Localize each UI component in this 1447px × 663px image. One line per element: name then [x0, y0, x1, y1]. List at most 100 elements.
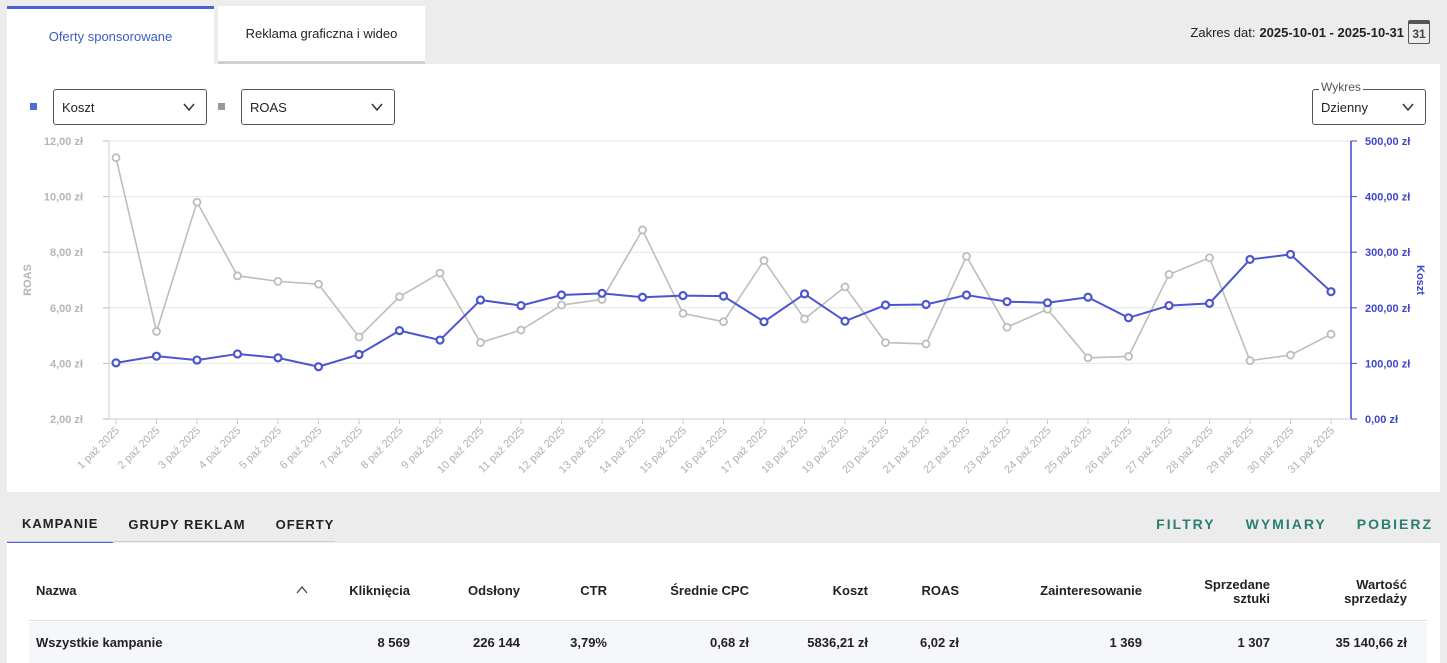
cell-ctr: 3,79%: [570, 635, 607, 650]
header-sales-value-line1: Wartość: [1356, 577, 1407, 592]
chevron-down-icon: [1402, 103, 1414, 112]
data-point-koszt: [759, 317, 769, 327]
data-point-koszt: [961, 290, 972, 300]
secondary-metric-select[interactable]: ROAS: [241, 89, 395, 125]
cell-clicks: 8 569: [377, 635, 410, 650]
data-point-roas: [1002, 322, 1012, 332]
left-axis-title: ROAS: [22, 264, 34, 296]
data-point-koszt: [111, 358, 121, 368]
data-point-koszt: [1123, 313, 1134, 323]
data-point-roas: [516, 325, 526, 335]
bottom-tabs: KAMPANIE GRUPY REKLAM OFERTY: [7, 505, 349, 543]
download-button[interactable]: POBIERZ: [1356, 516, 1433, 532]
header-views[interactable]: Odsłony: [467, 583, 520, 598]
data-point-koszt: [1245, 254, 1255, 265]
x-axis-tick-label: 7 paź 2025: [318, 425, 365, 472]
right-axis-tick-label: 500,00 zł: [1365, 136, 1410, 148]
data-point-koszt: [840, 316, 850, 326]
header-avg-cpc[interactable]: Średnie CPC: [670, 583, 749, 598]
data-point-koszt: [192, 355, 202, 365]
data-point-roas: [1083, 353, 1093, 363]
data-point-roas: [354, 332, 364, 342]
header-sales-value[interactable]: Wartość sprzedaży: [1344, 578, 1407, 606]
left-axis-tick-label: 10,00 zł: [44, 192, 83, 204]
header-sold-units-line2: sztuki: [1233, 591, 1270, 606]
cell-sales-value: 35 140,66 zł: [1335, 635, 1407, 650]
tab-campaigns[interactable]: KAMPANIE: [7, 505, 114, 543]
right-axis-title: Koszt: [1414, 265, 1426, 295]
filters-button[interactable]: FILTRY: [1156, 516, 1216, 532]
sort-asc-icon[interactable]: [296, 585, 308, 595]
data-point-koszt: [516, 300, 526, 311]
x-axis-tick-label: 6 paź 2025: [278, 425, 325, 472]
right-axis-tick-label: 400,00 zł: [1365, 192, 1410, 204]
calendar-icon[interactable]: 31: [1408, 20, 1430, 44]
left-axis-tick-label: 8,00 zł: [50, 247, 83, 259]
date-range-value: 2025-10-01 - 2025-10-31: [1259, 24, 1404, 40]
data-point-koszt: [799, 289, 810, 299]
tab-ad-groups[interactable]: GRUPY REKLAM: [128, 516, 246, 532]
data-point-roas: [314, 279, 323, 289]
header-cost[interactable]: Koszt: [832, 583, 868, 598]
tab-offers[interactable]: OFERTY: [275, 516, 335, 532]
header-roas[interactable]: ROAS: [921, 583, 959, 598]
x-axis-tick-label: 1 paź 2025: [75, 425, 122, 472]
header-sold-units-line1: Sprzedane: [1204, 577, 1270, 592]
left-axis-tick-label: 6,00 zł: [50, 303, 83, 315]
data-point-koszt: [313, 362, 324, 372]
chart-interval-select[interactable]: Wykres Dzienny: [1312, 80, 1426, 125]
primary-metric-select[interactable]: Koszt: [53, 89, 207, 125]
header-interest[interactable]: Zainteresowanie: [1040, 583, 1142, 598]
date-range-label: Zakres dat:: [1190, 24, 1256, 40]
series-line-koszt: [115, 253, 1332, 368]
data-point-koszt: [1285, 249, 1296, 260]
right-axis-tick-label: 300,00 zł: [1365, 247, 1410, 259]
right-axis-tick-label: 0,00 zł: [1365, 414, 1398, 426]
roas-legend-marker: [218, 103, 225, 110]
data-point-roas: [1124, 352, 1133, 361]
left-axis-tick-label: 4,00 zł: [50, 358, 83, 370]
data-point-roas: [759, 256, 769, 265]
left-axis-tick-label: 12,00 zł: [44, 136, 83, 148]
data-point-koszt: [556, 290, 567, 300]
data-point-koszt: [232, 349, 243, 359]
data-point-roas: [840, 282, 850, 292]
dimensions-button[interactable]: WYMIARY: [1245, 516, 1327, 532]
x-axis-tick-label: 8 paź 2025: [359, 425, 406, 472]
header-ctr[interactable]: CTR: [580, 583, 607, 598]
chart-interval-label: Wykres: [1319, 80, 1363, 94]
data-point-roas: [476, 338, 485, 347]
data-point-roas: [233, 271, 242, 281]
data-point-koszt: [273, 353, 283, 363]
line-chart: 12,00 zł 10,00 zł 8,00 zł 6,00 zł 4,00 zł 2,0…: [22, 136, 1426, 476]
left-axis-tick-label: 2,00 zł: [50, 414, 83, 426]
data-point-roas: [192, 197, 202, 207]
data-point-koszt: [1164, 300, 1174, 311]
data-point-koszt: [597, 288, 607, 298]
data-point-roas: [800, 314, 809, 324]
top-tabs: Oferty sponsorowane Reklama graficzna i …: [7, 6, 425, 64]
header-clicks[interactable]: Kliknięcia: [349, 583, 410, 598]
tab-display-video-ads[interactable]: Reklama graficzna i wideo: [218, 6, 425, 64]
data-point-koszt: [354, 349, 364, 360]
header-sold-units[interactable]: Sprzedane sztuki: [1204, 578, 1270, 606]
data-point-roas: [678, 308, 688, 318]
header-sales-value-line2: sprzedaży: [1344, 591, 1407, 606]
right-axis-tick-label: 100,00 zł: [1365, 358, 1410, 370]
x-axis-tick-label: 3 paź 2025: [156, 425, 203, 472]
table-row[interactable]: Wszystkie kampanie 8 569 226 144 3,79% 0…: [29, 622, 1427, 663]
data-point-koszt: [637, 292, 648, 302]
tab-sponsored-offers[interactable]: Oferty sponsorowane: [7, 6, 214, 64]
data-point-roas: [557, 300, 566, 310]
data-point-roas: [1326, 329, 1336, 339]
data-point-roas: [435, 268, 445, 278]
data-point-koszt: [435, 335, 445, 345]
data-point-roas: [921, 339, 931, 349]
data-point-roas: [1245, 356, 1255, 366]
table-actions: FILTRY WYMIARY POBIERZ: [1156, 516, 1433, 532]
x-axis-tick-label: 2 paź 2025: [116, 425, 163, 472]
header-name[interactable]: Nazwa: [36, 583, 77, 598]
data-point-roas: [1286, 350, 1295, 360]
calendar-day: 31: [1412, 26, 1426, 41]
data-point-koszt: [1002, 297, 1012, 307]
